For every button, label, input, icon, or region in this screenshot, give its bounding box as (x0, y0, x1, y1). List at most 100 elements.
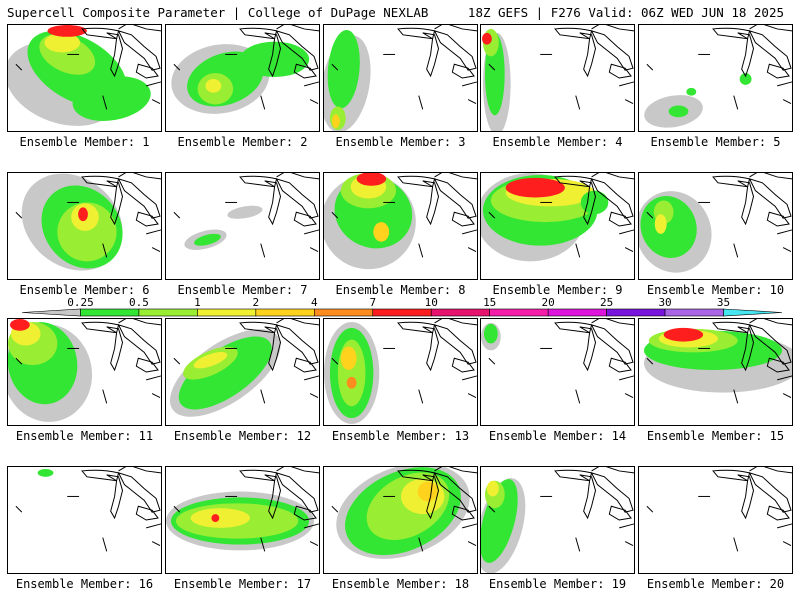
colorbar-tick-label: 2 (253, 296, 260, 309)
geographic-outline (260, 537, 266, 552)
geographic-outline (712, 27, 751, 40)
ensemble-member-label: Ensemble Member: 15 (646, 429, 785, 443)
ensemble-map-18 (323, 466, 478, 574)
scp-contour-map (481, 173, 634, 262)
geographic-outline (646, 63, 654, 71)
colorbar-swatch (255, 308, 315, 317)
geographic-outline (15, 357, 23, 365)
geographic-outline (239, 321, 278, 334)
scp-contour-map (481, 319, 634, 404)
ensemble-map-20 (638, 466, 793, 574)
scp-contour-map (639, 173, 792, 273)
geographic-outline (579, 326, 597, 372)
geographic-outline (135, 63, 159, 79)
geographic-outline (397, 321, 436, 334)
geographic-outline (579, 32, 597, 78)
geographic-outline (579, 474, 597, 520)
geographic-outline (554, 175, 593, 188)
colorbar-swatch (314, 308, 374, 317)
scp-contour-region (240, 41, 310, 78)
geographic-outline (467, 247, 477, 252)
geographic-outline (173, 357, 181, 365)
geographic-outline (304, 523, 319, 529)
geographic-outline (418, 243, 424, 258)
geographic-outline (102, 243, 108, 258)
geographic-outline (331, 63, 339, 71)
geographic-outline (106, 180, 124, 226)
geographic-outline (777, 375, 792, 381)
ensemble-member-label: Ensemble Member: 5 (650, 135, 781, 149)
geographic-outline (749, 173, 792, 180)
geographic-outline (173, 63, 181, 71)
geographic-outline (275, 30, 319, 71)
geographic-outline (293, 211, 317, 227)
ensemble-member-label: Ensemble Member: 20 (646, 577, 785, 591)
scp-contour-region (486, 480, 499, 497)
geographic-outline (146, 81, 161, 87)
scp-contour-region (44, 32, 81, 53)
scp-contour-region (72, 76, 151, 121)
geographic-outline (777, 523, 792, 529)
geographic-outline (422, 180, 440, 226)
geographic-outline (260, 243, 266, 258)
geographic-outline (749, 25, 792, 32)
scp-contour-map (481, 467, 634, 573)
geographic-outline (462, 523, 477, 529)
geographic-outline (275, 324, 319, 365)
geographic-outline (304, 229, 319, 235)
geographic-outline (488, 211, 496, 219)
scp-contour-map (324, 319, 477, 425)
scp-contour-map (8, 319, 161, 422)
geographic-outline (102, 537, 108, 552)
geographic-outline (117, 178, 161, 219)
geographic-outline (135, 357, 159, 373)
ensemble-map-8 (323, 172, 478, 280)
scp-contour-region (178, 336, 272, 410)
geographic-outline (276, 25, 319, 32)
geographic-outline (749, 319, 792, 326)
ensemble-map-10 (638, 172, 793, 280)
geographic-outline (146, 229, 161, 235)
geographic-outline (608, 63, 632, 79)
geographic-outline (575, 389, 581, 404)
scp-contour-region (9, 319, 30, 331)
geographic-outline (591, 467, 634, 474)
geographic-outline (135, 211, 159, 227)
geographic-outline (590, 30, 634, 71)
geographic-outline (117, 30, 161, 71)
ensemble-map-16 (7, 466, 162, 574)
geographic-outline (591, 173, 634, 180)
scp-contour-region (227, 205, 263, 219)
geographic-outline (293, 63, 317, 79)
colorbar-tick-label: 7 (369, 296, 376, 309)
ensemble-member-label: Ensemble Member: 16 (15, 577, 154, 591)
ensemble-member-label: Ensemble Member: 12 (173, 429, 312, 443)
scp-contour-map (644, 25, 792, 128)
ensemble-member-label: Ensemble Member: 4 (492, 135, 623, 149)
geographic-outline (467, 99, 477, 104)
geographic-outline (619, 523, 634, 529)
colorbar-swatch (547, 308, 607, 317)
scp-contour-map (331, 467, 477, 559)
geographic-outline (766, 211, 790, 227)
geographic-outline (624, 393, 634, 398)
geographic-outline (151, 99, 161, 104)
geographic-outline (239, 27, 278, 40)
geographic-outline (433, 324, 477, 365)
scp-contour-map (169, 319, 319, 417)
geographic-outline (624, 541, 634, 546)
colorbar-swatch (138, 308, 198, 317)
geographic-outline (15, 63, 23, 71)
geographic-outline (433, 178, 477, 219)
colorbar-tick-label: 25 (600, 296, 613, 309)
geographic-outline (712, 469, 751, 482)
geographic-outline (331, 505, 339, 513)
geographic-outline (173, 211, 181, 219)
colorbar-swatch (197, 308, 257, 317)
ensemble-map-14 (480, 318, 635, 426)
colorbar-tick-label: 0.25 (67, 296, 94, 309)
geographic-outline (151, 393, 161, 398)
ensemble-member-label: Ensemble Member: 1 (19, 135, 150, 149)
geographic-outline (554, 469, 593, 482)
geographic-outline (293, 357, 317, 373)
